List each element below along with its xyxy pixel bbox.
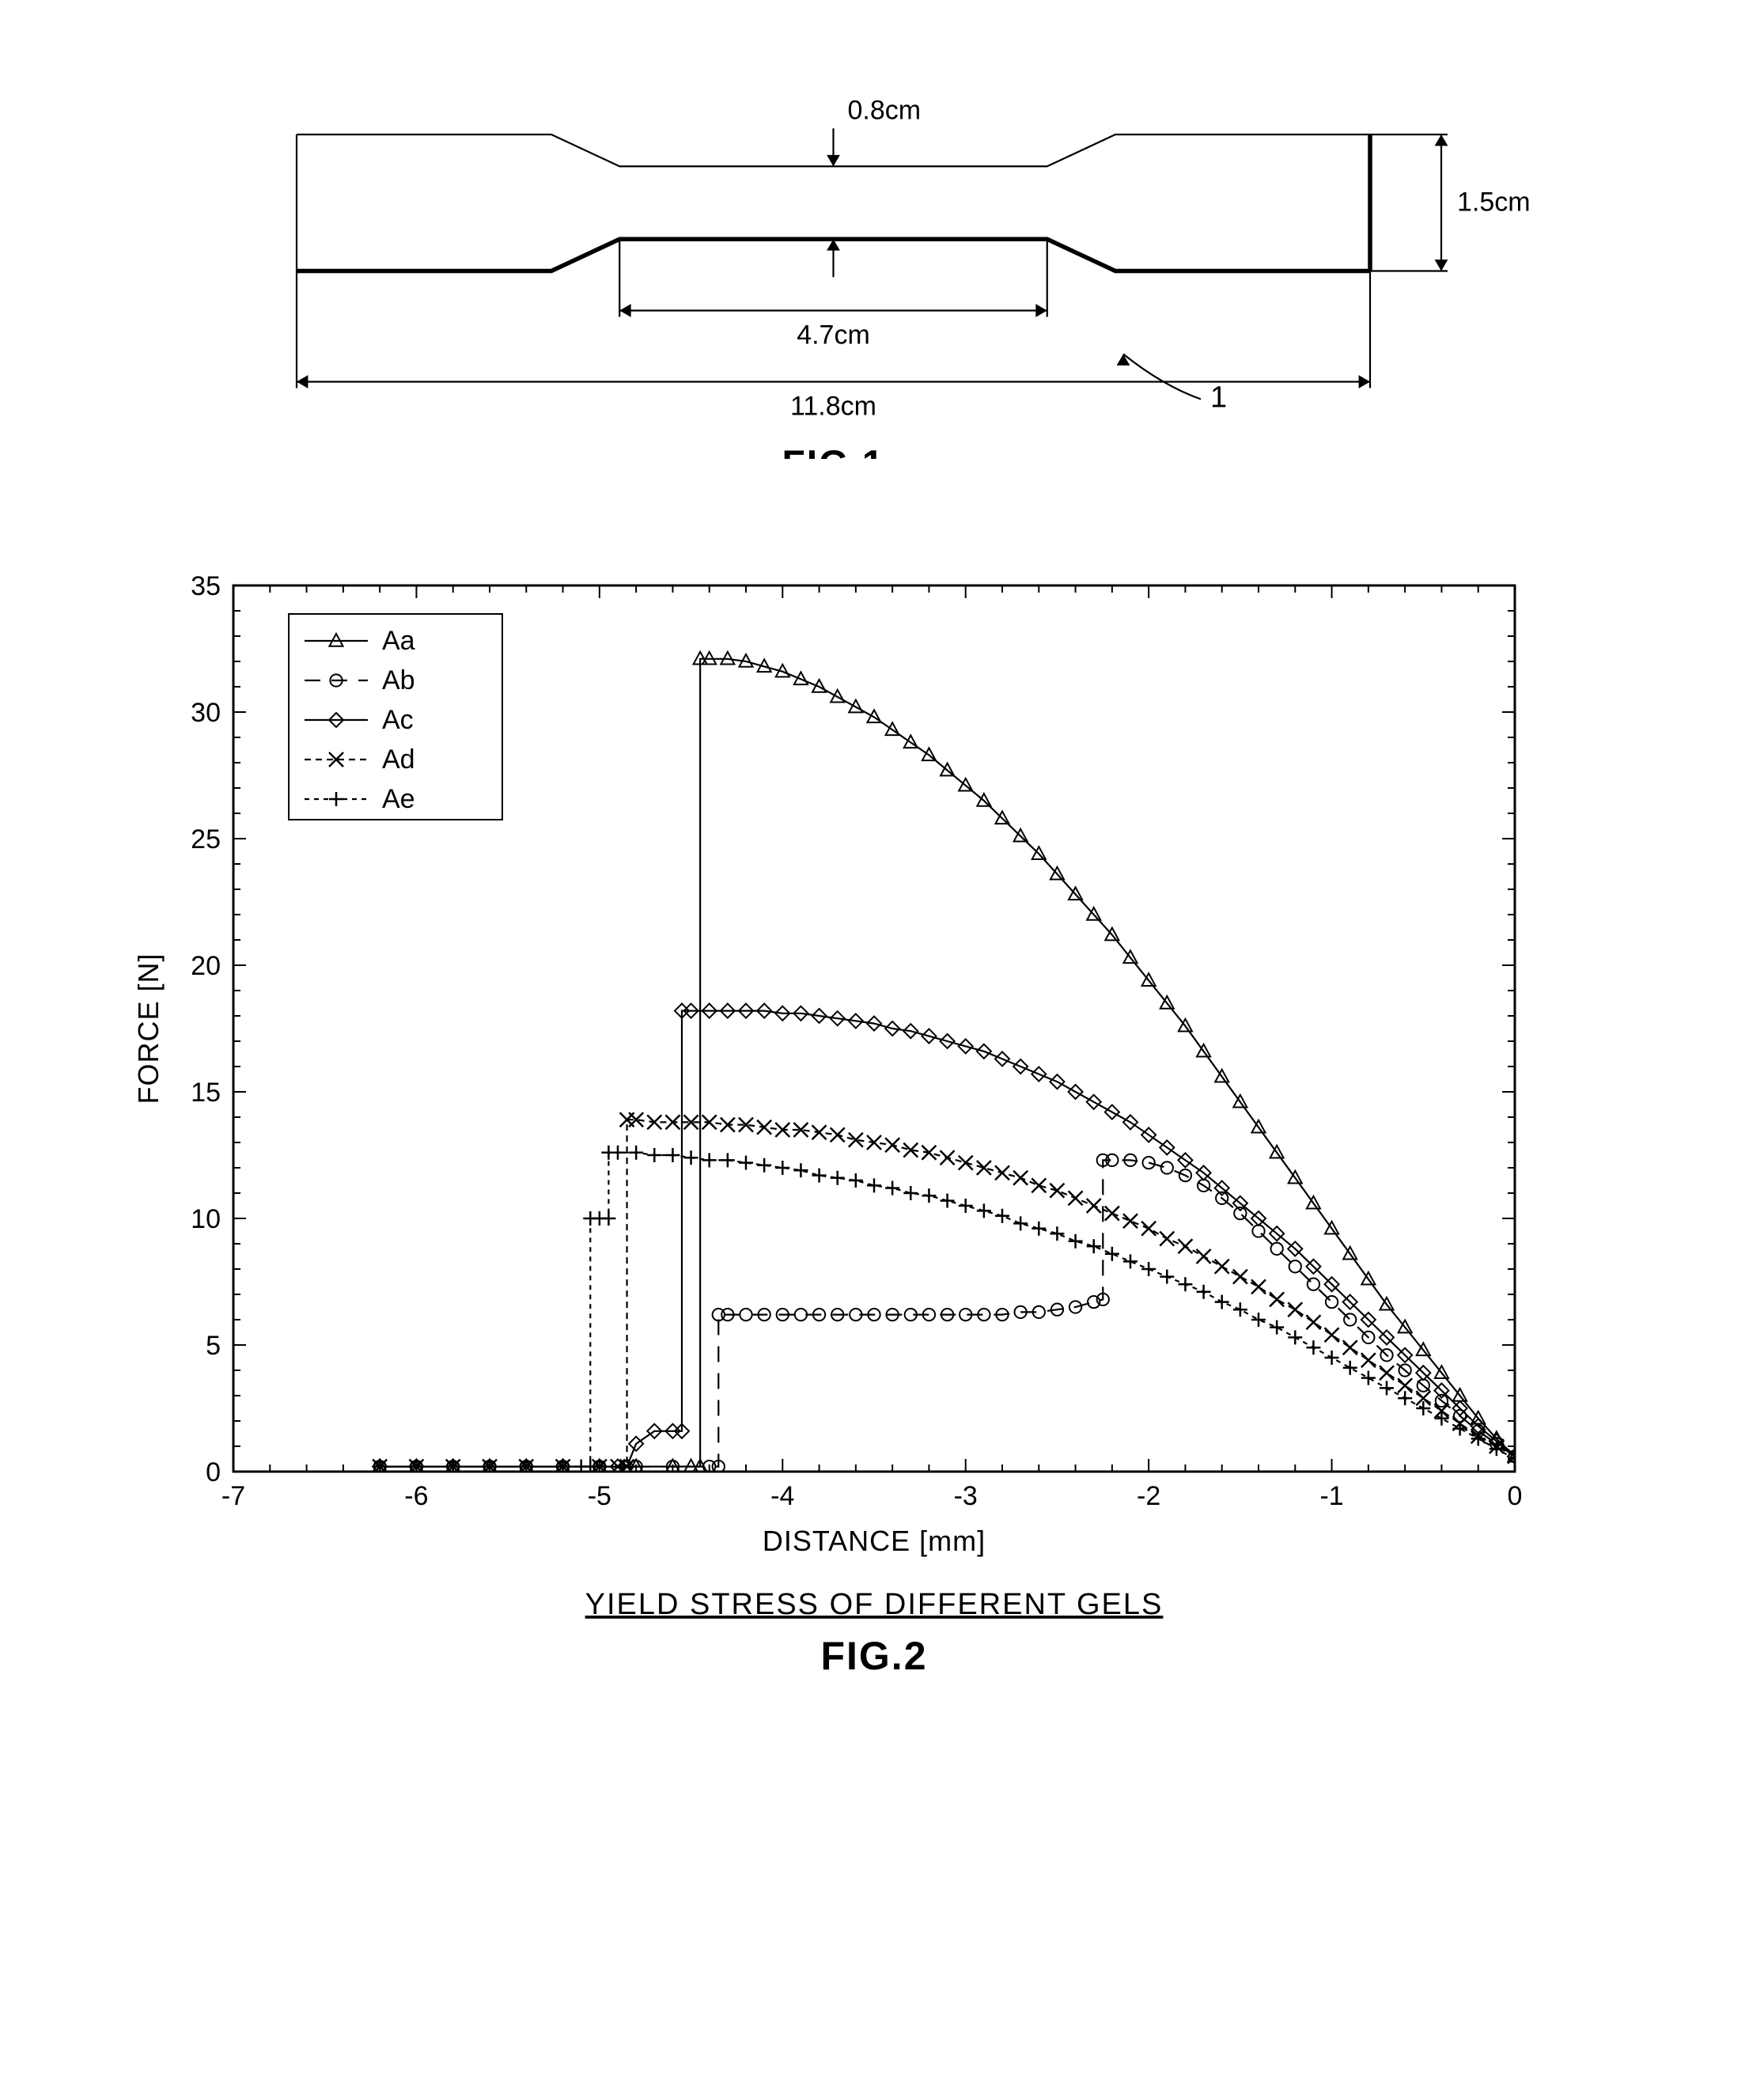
ytick-label: 5 <box>206 1331 221 1361</box>
legend-label: Ab <box>382 665 415 695</box>
xtick-label: -3 <box>954 1481 978 1511</box>
xtick-label: -1 <box>1319 1481 1343 1511</box>
fig2-subtitle: YIELD STRESS OF DIFFERENT GELS <box>585 1588 1164 1621</box>
figure-1: 0.8cm 4.7cm 11.8cm 1.5cm 1 FIG.1 <box>91 47 1673 459</box>
xtick-label: -5 <box>588 1481 611 1511</box>
fig1-callout: 1 <box>1210 381 1227 415</box>
fig2-chart: -7 -6 -5 -4 -3 -2 -1 0 0 5 10 15 20 25 30 35 DISTANCE [m… <box>91 554 1673 1772</box>
xlabel: DISTANCE [mm] <box>763 1525 986 1557</box>
dim-mid-height: 0.8cm <box>848 95 922 125</box>
xtick-label: -6 <box>404 1481 428 1511</box>
ytick-label: 20 <box>191 951 221 981</box>
xtick-label: -2 <box>1137 1481 1160 1511</box>
ytick-label: 0 <box>206 1457 221 1487</box>
dim-mid-len: 4.7cm <box>797 320 870 350</box>
ylabel: FORCE [N] <box>132 953 165 1104</box>
legend-label: Ad <box>382 745 415 775</box>
legend-label: Aa <box>382 626 415 656</box>
dim-end-height: 1.5cm <box>1457 187 1531 217</box>
fig1-diagram: 0.8cm 4.7cm 11.8cm 1.5cm 1 FIG.1 <box>91 47 1673 459</box>
series-Ad <box>373 1112 1522 1473</box>
ytick-label: 15 <box>191 1078 221 1108</box>
dim-total-len: 11.8cm <box>790 392 876 422</box>
fig2-label: FIG.2 <box>820 1634 927 1678</box>
legend-label: Ac <box>382 705 414 735</box>
ytick-label: 30 <box>191 698 221 728</box>
fig1-label: FIG.1 <box>782 444 884 460</box>
xtick-label: 0 <box>1508 1481 1523 1511</box>
xtick-label: -4 <box>770 1481 794 1511</box>
series-Ac <box>373 1004 1522 1474</box>
ytick-label: 25 <box>191 824 221 854</box>
ytick-label: 10 <box>191 1204 221 1234</box>
ytick-label: 35 <box>191 571 221 601</box>
legend: Aa Ab Ac Ad Ae <box>289 614 502 820</box>
legend-label: Ae <box>382 784 415 814</box>
figure-2: -7 -6 -5 -4 -3 -2 -1 0 0 5 10 15 20 25 30 35 DISTANCE [m… <box>91 554 1673 1772</box>
xtick-label: -7 <box>221 1481 245 1511</box>
